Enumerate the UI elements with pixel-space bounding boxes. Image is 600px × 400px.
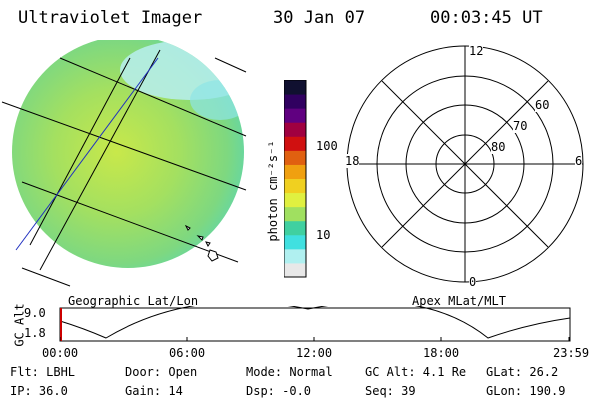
terminator-line [15,57,159,251]
colorbar-band [284,192,306,208]
info-flt: Flt: LBHL [10,365,76,379]
colorbar-band [284,94,306,109]
polar-label-12: 12 [469,44,484,58]
colorbar-band [284,164,306,179]
colorbar-tick-high: 100 [316,139,338,153]
timeline-ymin: 1.8 [24,326,46,340]
timeline-tick-1200: 12:00 [296,346,333,360]
colorbar-band [284,220,306,236]
timeline-tick-2359: 23:59 [553,346,590,360]
colorbar-band [284,122,306,137]
polar-label-0: 0 [469,275,477,289]
timeline-plot [59,306,571,342]
info-mode: Mode: Normal [246,365,333,379]
lon-lines [29,49,161,271]
colorbar-unit-label: photon cm⁻²s⁻¹ [266,140,280,242]
colorbar-band [284,262,306,278]
geo-caption: Geographic Lat/Lon [68,294,199,308]
time-label: 00:03:45 UT [430,8,543,28]
colorbar-band [284,80,306,95]
info-seq: Seq: 39 [365,384,416,398]
altitude-curve [59,306,571,339]
apex-caption: Apex MLat/MLT [412,294,506,308]
info-door: Door: Open [125,365,198,379]
polar-ring-label-80: 80 [491,140,506,154]
timeline-tick-0600: 06:00 [169,346,206,360]
timeline-tick-1800: 18:00 [423,346,460,360]
timeline-ymax: 9.0 [24,306,46,320]
colorbar-tick-low: 10 [316,228,331,242]
polar-ring-label-70: 70 [513,119,528,133]
info-glon: GLon: 190.9 [486,384,566,398]
island-outlines [184,224,219,262]
colorbar-band [284,234,306,250]
colorbar-band [284,178,306,194]
colorbar-band [284,248,306,264]
info-glat: GLat: 26.2 [486,365,559,379]
polar-plot [346,45,584,283]
polar-diagonal-2 [381,80,549,248]
polar-label-6: 6 [575,154,583,168]
colorbar-band [284,136,306,151]
timeline-tick-0000: 00:00 [42,346,79,360]
date-label: 30 Jan 07 [273,8,366,28]
uv-image-panel [1,40,247,287]
colorbar-band [284,108,306,123]
colorbar-band [284,206,306,222]
colorbar-band [284,150,306,165]
info-gain: Gain: 14 [125,384,183,398]
colorbar [284,80,307,278]
polar-ring-label-60: 60 [535,98,550,112]
info-dsp: Dsp: -0.0 [246,384,312,398]
info-ip: IP: 36.0 [10,384,68,398]
polar-label-18: 18 [345,154,360,168]
lat-lines [1,57,247,287]
app-title: Ultraviolet Imager [18,8,203,28]
info-gcalt: GC Alt: 4.1 Re [365,365,467,379]
